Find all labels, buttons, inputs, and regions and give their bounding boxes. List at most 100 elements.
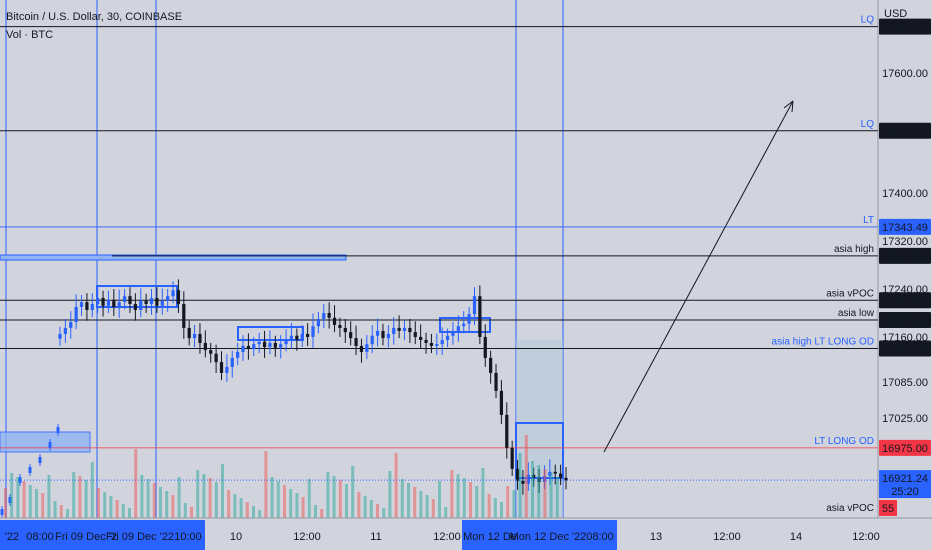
candle-body-53 xyxy=(343,327,347,333)
volume-bar-40 xyxy=(252,506,255,518)
volume-bar-16 xyxy=(103,492,107,518)
candle-body-0 xyxy=(58,333,62,339)
candle-body-70 xyxy=(435,344,439,346)
demand-zone-box xyxy=(0,431,91,453)
volume-bar-20 xyxy=(128,508,131,518)
candle-body-50 xyxy=(327,312,331,318)
level-badge-text-3: 17295.16 xyxy=(882,251,928,263)
volume-bar-22 xyxy=(140,475,144,518)
volume-bar-60 xyxy=(376,504,379,518)
candle-body-13 xyxy=(128,296,132,304)
volume-bar-84 xyxy=(524,435,528,518)
x-tick-14: 14 xyxy=(790,531,802,543)
level-label-7: LT LONG OD xyxy=(814,436,874,447)
candle-body-47 xyxy=(311,326,315,337)
x-tick-15: 12:00 xyxy=(852,531,880,543)
candle-body-60 xyxy=(381,330,385,339)
candle-body-85 xyxy=(515,468,520,481)
level-label-3: asia high xyxy=(834,244,874,255)
volume-bar-41 xyxy=(258,510,262,518)
candle-body-87 xyxy=(526,474,530,484)
volume-bar-67 xyxy=(419,491,423,518)
volume-bar-33 xyxy=(208,478,212,518)
volume-bar-68 xyxy=(425,495,429,518)
y-tick-1: 17400.00 xyxy=(882,188,928,200)
candle-body-35 xyxy=(246,345,251,349)
volume-bar-59 xyxy=(369,500,373,518)
candle-body-9 xyxy=(106,299,111,306)
y-tick-4: 17160.00 xyxy=(882,332,928,344)
candle-body-3 xyxy=(74,306,78,322)
candle-body-16 xyxy=(144,300,148,304)
candle-body-42 xyxy=(284,339,288,345)
candle-body-37 xyxy=(257,341,261,345)
x-tick-11: 08:00 xyxy=(586,531,614,543)
candle-body-73 xyxy=(451,330,455,336)
candle-body-48 xyxy=(316,318,320,327)
x-tick-7: 11 xyxy=(370,531,381,543)
level-badge-text-2: 17343.49 xyxy=(882,222,928,234)
volume-bar-57 xyxy=(357,492,361,518)
level-badge-7 xyxy=(879,439,931,456)
x-tick-1: 08:00 xyxy=(26,531,54,543)
candle-body-62 xyxy=(392,327,396,334)
y-tick-5: 17085.00 xyxy=(882,377,928,389)
volume-bar-5 xyxy=(35,489,38,518)
last-price-badge xyxy=(879,470,931,499)
candle-body-75 xyxy=(462,323,466,327)
volume-bar-30 xyxy=(190,507,193,518)
volume-bar-28 xyxy=(177,477,181,518)
candle-body-26 xyxy=(198,333,202,343)
x-tick-8: 12:00 xyxy=(433,531,461,543)
volume-bar-58 xyxy=(363,496,367,518)
candle-body-65 xyxy=(408,327,412,333)
candle-body-24 xyxy=(187,327,191,339)
candle-body-33 xyxy=(236,351,240,358)
volume-bar-44 xyxy=(276,481,280,518)
asia-high-band xyxy=(0,254,347,261)
volume-bar-31 xyxy=(196,470,200,518)
left-leg-body-0 xyxy=(0,509,4,515)
candle-body-40 xyxy=(273,342,277,348)
volume-bar-70 xyxy=(438,481,441,518)
volume-bar-74 xyxy=(462,478,466,518)
candle-body-78 xyxy=(478,296,482,337)
candle-body-84 xyxy=(510,447,514,469)
consolidation-box-3 xyxy=(439,317,491,333)
candle-body-38 xyxy=(262,341,267,348)
candle-body-12 xyxy=(122,296,127,303)
volume-bar-11 xyxy=(72,472,76,518)
candle-body-69 xyxy=(429,342,434,346)
last-price-value: 16921.24 xyxy=(882,473,928,485)
level-label-2: LT xyxy=(863,215,874,226)
candle-body-15 xyxy=(139,300,143,310)
time-axis-highlight-right xyxy=(462,520,617,550)
candle-body-82 xyxy=(499,390,504,415)
volume-bar-12 xyxy=(78,476,82,518)
volume-bar-13 xyxy=(84,480,88,518)
bottom-level-badge xyxy=(879,500,897,516)
candle-body-8 xyxy=(101,297,105,306)
volume-bar-23 xyxy=(146,479,150,518)
volume-bar-66 xyxy=(413,487,417,518)
volume-bar-6 xyxy=(41,493,45,518)
volume-bar-86 xyxy=(537,465,541,518)
candle-body-18 xyxy=(155,297,159,306)
volume-bar-10 xyxy=(66,509,69,518)
candle-body-61 xyxy=(386,333,390,339)
candle-body-63 xyxy=(397,327,401,331)
volume-bar-24 xyxy=(152,483,156,518)
candle-body-7 xyxy=(96,297,100,304)
candle-body-31 xyxy=(225,366,229,373)
candle-body-67 xyxy=(419,336,423,340)
volume-bar-65 xyxy=(407,483,410,518)
candle-body-54 xyxy=(349,332,353,339)
volume-bar-63 xyxy=(394,453,398,518)
candle-body-25 xyxy=(192,333,197,339)
volume-bar-29 xyxy=(183,503,187,518)
volume-bar-83 xyxy=(518,453,522,518)
candle-body-27 xyxy=(203,342,207,351)
x-tick-10: Mon 12 Dec '22 xyxy=(510,531,587,543)
